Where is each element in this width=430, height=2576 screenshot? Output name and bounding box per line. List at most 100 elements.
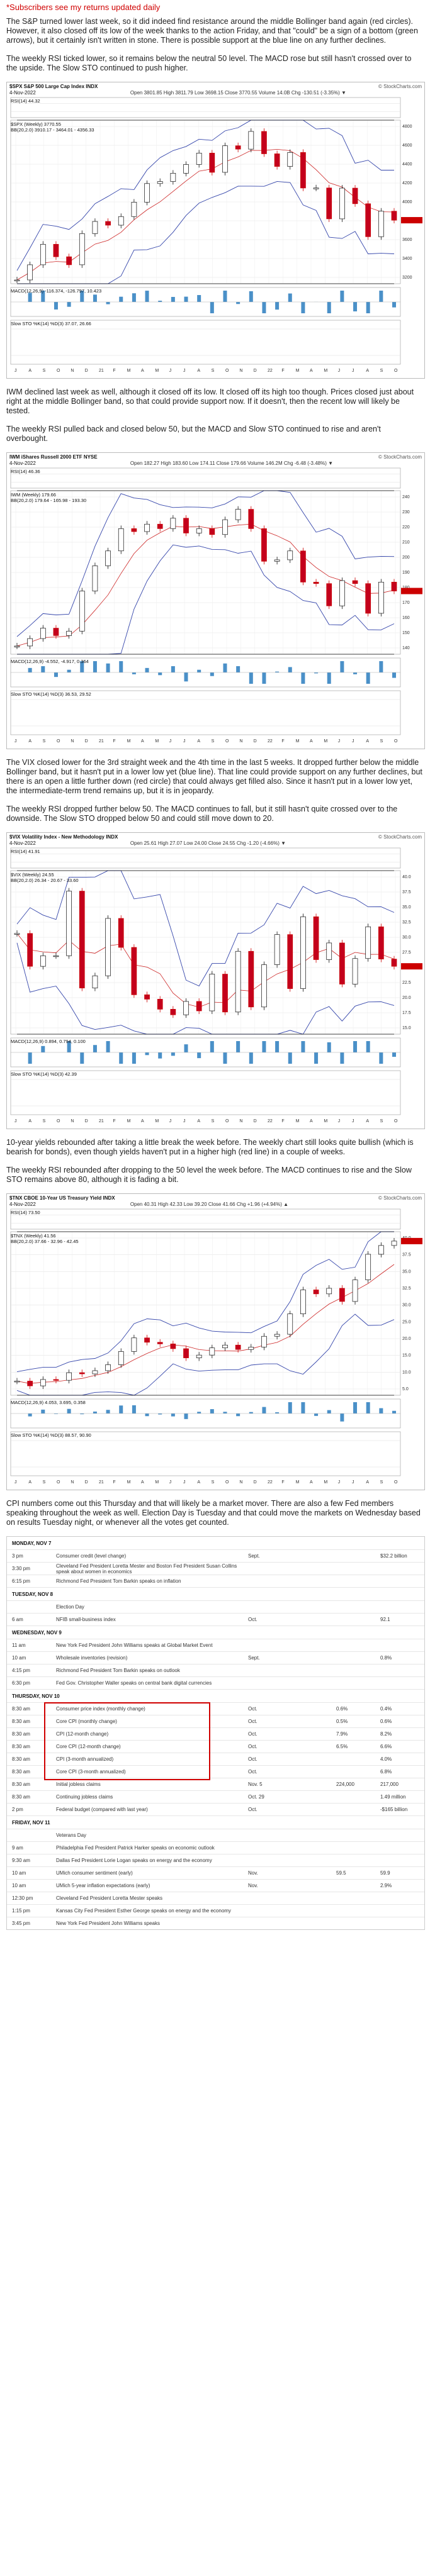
x-tick-label: J <box>14 739 17 744</box>
x-tick-label: D <box>254 1119 257 1124</box>
x-tick-label: M <box>127 1480 131 1485</box>
price-candle <box>79 1373 84 1374</box>
macd-histogram-bar <box>262 672 266 684</box>
x-tick-label: N <box>71 1480 74 1485</box>
y-tick-label: 15.0 <box>402 1354 411 1358</box>
macd-histogram-bar <box>158 301 162 302</box>
y-tick-label: 3200 <box>402 276 412 280</box>
x-tick-label: S <box>43 739 46 744</box>
calendar-event: Election Day <box>56 1604 248 1610</box>
price-candle <box>196 1001 201 1011</box>
calendar-event: Core CPI (12-month change) <box>56 1744 248 1749</box>
price-candle <box>118 216 123 225</box>
x-tick-label: A <box>28 1119 31 1124</box>
x-tick-label: 21 <box>99 1119 104 1124</box>
calendar-time: 10 am <box>7 1883 56 1888</box>
calendar-time: 4:15 pm <box>7 1668 56 1673</box>
macd-histogram-bar <box>353 672 357 674</box>
x-tick-label: F <box>281 1480 284 1485</box>
calendar-row: Veterans Day <box>7 1829 424 1841</box>
macd-label: MACD(12,26,9) 0.894, 0.794, 0.100 <box>11 1039 86 1044</box>
calendar-day-header: FRIDAY, NOV 11 <box>7 1815 424 1829</box>
price-candle <box>249 1347 254 1349</box>
macd-histogram-bar <box>119 1405 123 1413</box>
macd-histogram-bar <box>210 302 214 313</box>
price-candle <box>339 943 344 984</box>
calendar-period: Nov. <box>248 1883 292 1888</box>
calendar-previous: 0.8% <box>380 1655 424 1661</box>
macd-histogram-bar <box>93 1412 97 1413</box>
x-tick-label: A <box>141 1480 144 1485</box>
x-tick-label: F <box>281 1119 284 1124</box>
x-tick-label: 21 <box>99 1480 104 1485</box>
y-tick-label: 5.0 <box>402 1387 409 1391</box>
x-tick-label: A <box>197 1119 200 1124</box>
x-tick-label: N <box>71 1119 74 1124</box>
x-tick-label: A <box>197 739 200 744</box>
x-tick-label: M <box>324 1119 327 1124</box>
macd-histogram-bar <box>275 1041 279 1052</box>
price-candle <box>67 631 72 635</box>
calendar-event: Philadelphia Fed President Patrick Harke… <box>56 1845 248 1851</box>
spx-paragraph-1: The S&P turned lower last week, so it di… <box>6 17 424 45</box>
x-tick-label: O <box>394 1480 398 1485</box>
macd-histogram-bar <box>236 302 240 304</box>
x-tick-label: M <box>296 1119 300 1124</box>
calendar-event: Core CPI (monthly change) <box>56 1719 248 1724</box>
y-tick-label: 32.5 <box>402 920 411 925</box>
x-tick-label: M <box>155 739 159 744</box>
price-candle <box>171 1009 176 1015</box>
x-tick-label: J <box>14 369 17 373</box>
x-tick-label: A <box>141 1119 144 1124</box>
price-candle <box>196 1355 201 1358</box>
x-tick-label: M <box>155 369 159 373</box>
price-candle <box>300 152 305 188</box>
macd-histogram-bar <box>327 672 331 684</box>
x-tick-label: A <box>141 369 144 373</box>
x-tick-label: M <box>155 1119 159 1124</box>
macd-histogram-bar <box>223 664 227 672</box>
x-tick-label: N <box>239 1119 242 1124</box>
price-candle <box>93 976 98 988</box>
calendar-previous: 1.49 million <box>380 1794 424 1800</box>
macd-histogram-bar <box>93 1045 97 1052</box>
x-tick-label: A <box>310 1480 313 1485</box>
calendar-event: Cleveland Fed President Loretta Mester s… <box>56 1895 248 1901</box>
price-candle <box>353 188 358 204</box>
macd-histogram-bar <box>366 672 370 684</box>
price-candle <box>106 1364 111 1371</box>
macd-histogram-bar <box>184 297 188 302</box>
calendar-period: Sept. <box>248 1553 292 1559</box>
macd-label: MACD(12,26,9) -4.552, -4.917, 0.364 <box>11 659 89 664</box>
y-tick-label: 3600 <box>402 238 412 242</box>
calendar-period: Oct. 29 <box>248 1794 292 1800</box>
macd-histogram-bar <box>353 1402 357 1413</box>
x-tick-label: O <box>57 739 60 744</box>
macd-histogram-bar <box>236 1413 240 1416</box>
calendar-event: UMich 5-year inflation expectations (ear… <box>56 1883 248 1888</box>
vix-paragraph-1: The VIX closed lower for the 3rd straigh… <box>6 758 424 796</box>
calendar-previous: 6.6% <box>380 1744 424 1749</box>
y-tick-label: 30.0 <box>402 935 411 940</box>
price-candle <box>222 1345 227 1347</box>
calendar-time: 6 am <box>7 1617 56 1622</box>
y-tick-label: 20.0 <box>402 1337 411 1341</box>
price-candle <box>249 131 254 149</box>
macd-histogram-bar <box>366 1402 370 1413</box>
macd-histogram-bar <box>288 667 292 672</box>
x-tick-label: A <box>197 369 200 373</box>
calendar-day-header: TUESDAY, NOV 8 <box>7 1587 424 1600</box>
price-candle <box>40 1380 45 1386</box>
x-tick-label: O <box>225 1119 229 1124</box>
y-tick-label: 25.0 <box>402 1320 411 1324</box>
macd-histogram-bar <box>249 1412 253 1413</box>
y-tick-label: 240 <box>402 495 410 499</box>
macd-histogram-bar <box>288 294 292 302</box>
x-tick-label: D <box>85 369 88 373</box>
